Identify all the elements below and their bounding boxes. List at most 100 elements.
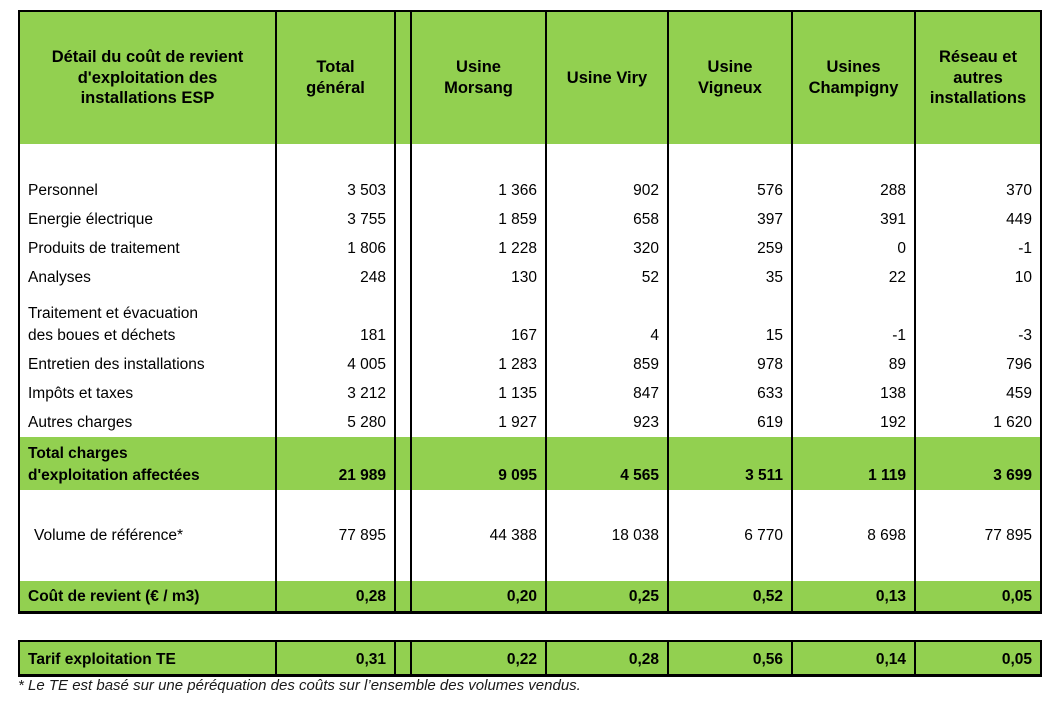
row-label: Analyses (18, 263, 277, 292)
charge-row: Traitement et évacuation des boues et dé… (18, 292, 1042, 350)
cell-value: -1 (791, 292, 916, 350)
charge-row: Energie électrique 3 755 1 859 658 397 391 449 (18, 205, 1042, 234)
spacer-cell (394, 581, 412, 612)
row-label: Tarif exploitation TE (18, 641, 277, 675)
cell-value: 0,22 (410, 641, 547, 675)
cell-value: 449 (914, 205, 1042, 234)
cell-value: 181 (275, 292, 396, 350)
cell-value: -1 (914, 234, 1042, 263)
cell-value: 0,20 (410, 581, 547, 612)
cell-value: 3 212 (275, 379, 396, 408)
cell-value: 9 095 (410, 437, 547, 490)
tarif-table: Tarif exploitation TE 0,31 0,22 0,28 0,56 0,1… (18, 640, 1042, 677)
cell-value: 0,14 (791, 641, 916, 675)
empty-row (18, 144, 1042, 176)
cell-value: 3 511 (667, 437, 793, 490)
cell-value: 4 (545, 292, 669, 350)
charge-row: Impôts et taxes 3 212 1 135 847 633 138 459 (18, 379, 1042, 408)
cell-value: 370 (914, 176, 1042, 205)
cell-value: 320 (545, 234, 669, 263)
spacer-cell (394, 263, 412, 292)
cell-value: 35 (667, 263, 793, 292)
row-label: Traitement et évacuation des boues et dé… (18, 292, 277, 350)
cost-detail-table: Détail du coût de revient d'exploitation… (18, 10, 1042, 614)
cell-value: 619 (667, 408, 793, 437)
cell-value: 397 (667, 205, 793, 234)
cell-value: 978 (667, 350, 793, 379)
header-usine-morsang: Usine Morsang (410, 11, 547, 144)
cell-value: 3 699 (914, 437, 1042, 490)
header-usine-vigneux: Usine Vigneux (667, 11, 793, 144)
row-label: Produits de traitement (18, 234, 277, 263)
header-reseau-autres: Réseau et autres installations (914, 11, 1042, 144)
cell-value: 0,28 (545, 641, 669, 675)
cell-value: 0,05 (914, 581, 1042, 612)
row-label: Energie électrique (18, 205, 277, 234)
header-label-column: Détail du coût de revient d'exploitation… (18, 11, 277, 144)
cell-value: 192 (791, 408, 916, 437)
cell-value: 1 119 (791, 437, 916, 490)
row-label: Coût de revient (€ / m3) (18, 581, 277, 612)
cell-value: 77 895 (275, 490, 396, 581)
cell-value: 1 620 (914, 408, 1042, 437)
header-usine-viry: Usine Viry (545, 11, 669, 144)
row-label: Volume de référence* (18, 490, 277, 581)
cell-value: 796 (914, 350, 1042, 379)
row-label: Entretien des installations (18, 350, 277, 379)
spacer-cell (394, 176, 412, 205)
cell-value: 0,31 (275, 641, 396, 675)
header-total-general: Total général (275, 11, 396, 144)
cell-value: 847 (545, 379, 669, 408)
cell-value: 259 (667, 234, 793, 263)
cell-value: 633 (667, 379, 793, 408)
cell-value: 77 895 (914, 490, 1042, 581)
spacer-cell (394, 408, 412, 437)
empty-cell (394, 144, 412, 176)
header-row: Détail du coût de revient d'exploitation… (18, 11, 1042, 144)
cell-value: 902 (545, 176, 669, 205)
cell-value: 15 (667, 292, 793, 350)
spacer-cell (394, 437, 412, 490)
cell-value: 288 (791, 176, 916, 205)
charge-row: Produits de traitement 1 806 1 228 320 259 0-… (18, 234, 1042, 263)
cell-value: 4 005 (275, 350, 396, 379)
cell-value: 52 (545, 263, 669, 292)
empty-cell (275, 144, 396, 176)
cell-value: 138 (791, 379, 916, 408)
empty-cell (545, 144, 669, 176)
total-charges-row: Total charges d'exploitation affectées 21… (18, 437, 1042, 490)
row-label: Personnel (18, 176, 277, 205)
cell-value: 658 (545, 205, 669, 234)
cell-value: 459 (914, 379, 1042, 408)
charge-row: Autres charges 5 280 1 927 923 619 192 1 620 (18, 408, 1042, 437)
spacer-cell (394, 641, 412, 675)
charge-row: Personnel 3 503 1 366 902 576 288 370 (18, 176, 1042, 205)
cout-de-revient-row: Coût de revient (€ / m3) 0,28 0,20 0,25 0,52… (18, 581, 1042, 612)
cell-value: 44 388 (410, 490, 547, 581)
cell-value: 18 038 (545, 490, 669, 581)
cell-value: 859 (545, 350, 669, 379)
cell-value: 89 (791, 350, 916, 379)
cell-value: 0,52 (667, 581, 793, 612)
empty-cell (791, 144, 916, 176)
volume-reference-row: Volume de référence* 77 895 44 388 18 038 6 … (18, 490, 1042, 581)
cell-value: 0,25 (545, 581, 669, 612)
cell-value: 21 989 (275, 437, 396, 490)
cell-value: 0 (791, 234, 916, 263)
spacer-cell (394, 379, 412, 408)
cell-value: 1 366 (410, 176, 547, 205)
cell-value: 391 (791, 205, 916, 234)
cell-value: 167 (410, 292, 547, 350)
cell-value: 5 280 (275, 408, 396, 437)
cell-value: 4 565 (545, 437, 669, 490)
spacer-cell (394, 490, 412, 581)
row-label: Total charges d'exploitation affectées (18, 437, 277, 490)
empty-cell (410, 144, 547, 176)
row-label: Autres charges (18, 408, 277, 437)
cell-value: 576 (667, 176, 793, 205)
cell-value: 923 (545, 408, 669, 437)
cell-value: 248 (275, 263, 396, 292)
spacer-cell (394, 292, 412, 350)
cell-value: 0,28 (275, 581, 396, 612)
empty-cell (18, 144, 277, 176)
